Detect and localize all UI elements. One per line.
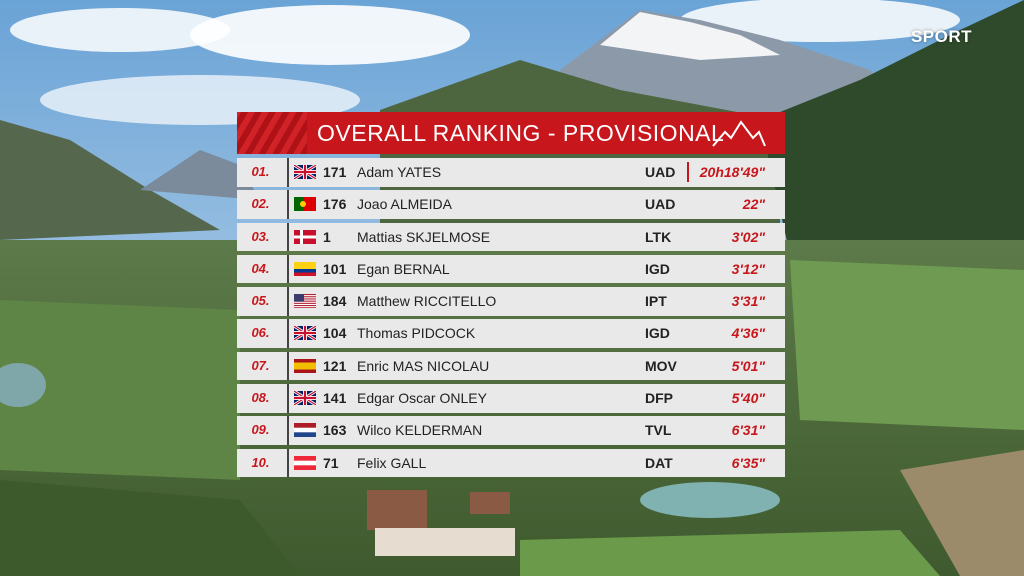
time-gap: 5'40" (731, 390, 765, 407)
ranking-row: 08. 141 Edgar Oscar ONLEY DFP 5'40" (237, 384, 785, 413)
time-gap: 22" (742, 196, 765, 213)
rider-name: Matthew RICCITELLO (357, 293, 497, 310)
rider-name: Mattias SKJELMOSE (357, 228, 491, 245)
position-label: 06. (251, 325, 270, 341)
ranking-row: 06. 104 Thomas PIDCOCK IGD 4'36" (237, 319, 785, 348)
team-code: IGD (645, 325, 670, 342)
time-gap: 6'35" (731, 454, 765, 471)
ranking-row: 10. 71 Felix GALL DAT 6'35" (237, 448, 785, 478)
ranking-row: 05. 184 Matthew RICCITELLO IPT 3'31" (237, 287, 785, 316)
ranking-row: 07. 121 Enric MAS NICOLAU MOV 5'01" (237, 351, 785, 381)
co-flag-icon (294, 261, 316, 276)
team-code: MOV (645, 357, 677, 374)
time-gap: 3'02" (731, 228, 765, 245)
time-gap: 3'12" (731, 260, 765, 277)
time-gap: 6'31" (731, 422, 765, 439)
rider-name: Edgar Oscar ONLEY (357, 390, 487, 407)
bib-number: 171 (323, 164, 347, 180)
bib-number: 104 (323, 325, 347, 342)
position-label: 03. (251, 228, 270, 244)
row-divider (287, 222, 289, 252)
rider-name: Felix GALL (357, 454, 427, 471)
rider-name: Enric MAS NICOLAU (357, 357, 490, 374)
es-flag-icon (294, 358, 316, 373)
time-gap: 3'31" (731, 293, 765, 310)
at-flag-icon (294, 455, 316, 470)
position-label: 10. (251, 454, 270, 470)
team-code: UAD (645, 164, 676, 180)
bib-number: 141 (323, 390, 347, 407)
team-code: DFP (645, 390, 673, 407)
rider-name: Thomas PIDCOCK (357, 325, 476, 342)
row-divider (287, 254, 289, 284)
gb-flag-icon (294, 326, 316, 341)
row-divider (287, 190, 289, 219)
ranking-row: 09. 163 Wilco KELDERMAN TVL 6'31" (237, 416, 785, 445)
us-flag-icon (294, 294, 316, 309)
team-code: DAT (645, 454, 673, 471)
position-label: 08. (251, 390, 270, 406)
gb-flag-icon (294, 391, 316, 406)
row-divider (287, 416, 289, 445)
row-divider (287, 448, 289, 478)
time-gap: 4'36" (731, 325, 765, 342)
bib-number: 163 (323, 422, 347, 439)
rider-name: Egan BERNAL (357, 260, 450, 277)
ranking-row: 03. 1 Mattias SKJELMOSE LTK 3'02" (237, 222, 785, 252)
row-divider (287, 158, 289, 187)
rider-name: Joao ALMEIDA (357, 196, 452, 213)
bib-number: 176 (323, 196, 347, 213)
team-code: UAD (645, 196, 676, 213)
ranking-row: 04. 101 Egan BERNAL IGD 3'12" (237, 254, 785, 284)
bib-number: 71 (323, 454, 339, 471)
team-code: IGD (645, 260, 670, 277)
gb-flag-icon (294, 165, 316, 179)
row-divider (287, 351, 289, 381)
ranking-row: 01. 171 Adam YATES UAD 20h18'49" (237, 158, 785, 187)
bib-number: 1 (323, 228, 331, 245)
ranking-row: 02. 176 Joao ALMEIDA UAD 22" (237, 190, 785, 219)
team-code: TVL (645, 422, 672, 439)
row-divider (287, 287, 289, 316)
row-divider (287, 319, 289, 348)
header-stripes (237, 112, 307, 154)
bib-number: 101 (323, 260, 347, 277)
team-code: LTK (645, 228, 672, 245)
ranking-board: OVERALL RANKING - PROVISIONAL 01. 171 Adam… (237, 112, 785, 478)
mountain-icon (712, 120, 766, 147)
position-label: 01. (251, 164, 270, 179)
position-label: 04. (251, 260, 270, 276)
position-label: 05. (251, 293, 270, 309)
ranking-header: OVERALL RANKING - PROVISIONAL (237, 112, 785, 154)
ranking-rows: 01. 171 Adam YATES UAD 20h18'49" 02. 176 Joao A… (237, 158, 785, 478)
time-gap: 20h18'49" (699, 164, 765, 180)
time-separator (687, 162, 689, 182)
bib-number: 184 (323, 293, 347, 310)
rider-name: Adam YATES (357, 164, 442, 180)
position-label: 07. (251, 357, 270, 373)
rider-name: Wilco KELDERMAN (357, 422, 483, 439)
dk-flag-icon (294, 229, 316, 244)
position-label: 02. (251, 196, 270, 212)
bib-number: 121 (323, 357, 347, 374)
broadcaster-logo: SPORT (910, 27, 972, 46)
ranking-title: OVERALL RANKING - PROVISIONAL (317, 120, 725, 146)
pt-flag-icon (294, 197, 316, 212)
team-code: IPT (645, 293, 667, 310)
time-gap: 5'01" (731, 357, 765, 374)
row-divider (287, 384, 289, 413)
position-label: 09. (251, 422, 270, 438)
nl-flag-icon (294, 423, 316, 438)
